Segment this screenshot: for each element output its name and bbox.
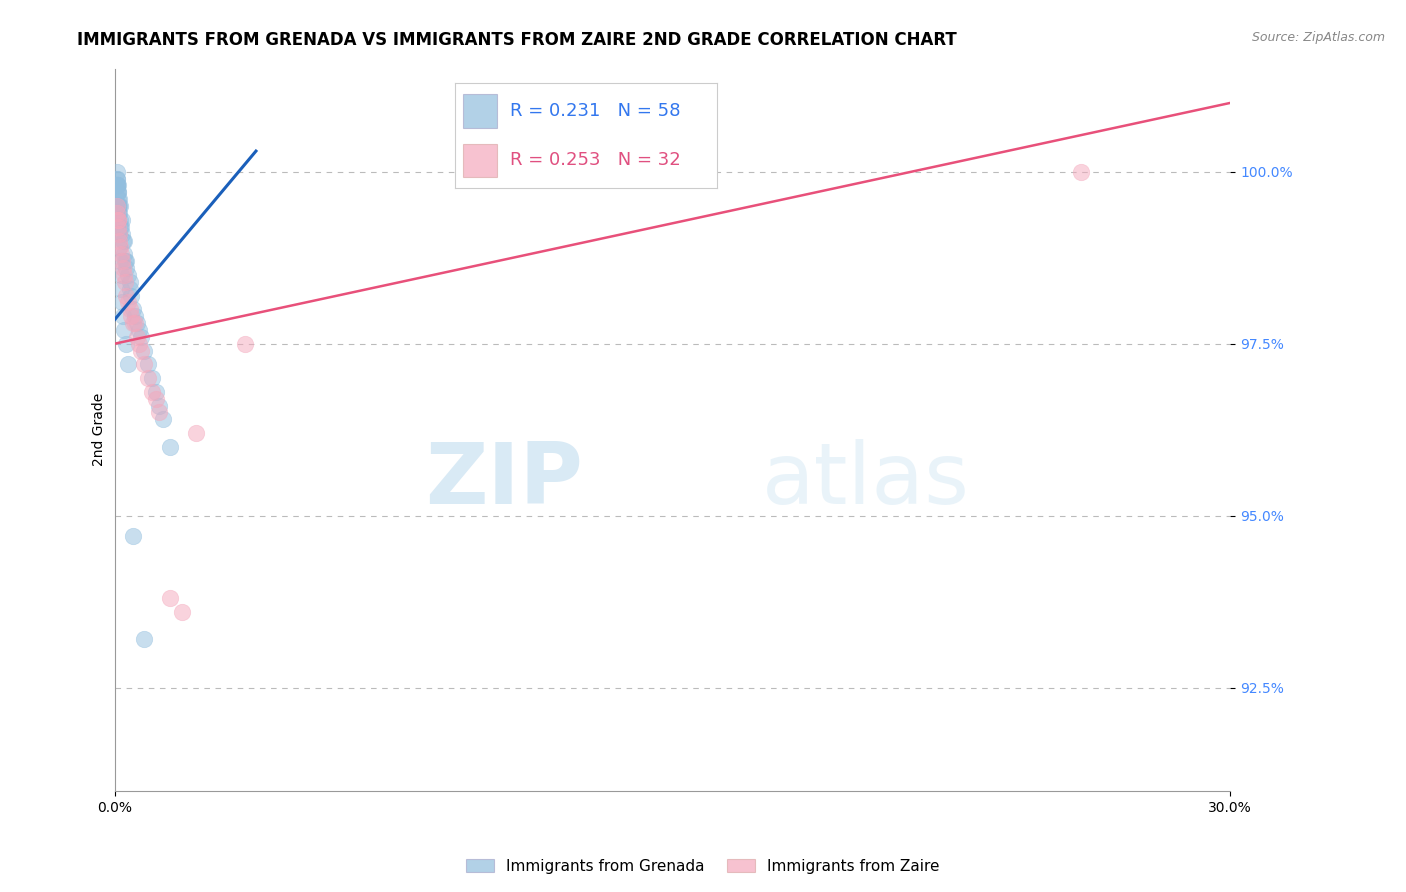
Point: [107, 212, 129, 227]
Point: [107, 199, 129, 213]
Point: [117, 357, 139, 371]
Point: [110, 212, 132, 227]
Point: [110, 219, 132, 234]
Point: [107, 186, 129, 200]
Point: [159, 440, 181, 454]
Point: [111, 234, 134, 248]
Text: IMMIGRANTS FROM GRENADA VS IMMIGRANTS FROM ZAIRE 2ND GRADE CORRELATION CHART: IMMIGRANTS FROM GRENADA VS IMMIGRANTS FR…: [77, 31, 957, 49]
Point: [129, 343, 152, 358]
Point: [112, 234, 135, 248]
Point: [107, 227, 129, 241]
Point: [107, 219, 129, 234]
Point: [118, 275, 141, 289]
Point: [170, 605, 193, 619]
Point: [152, 412, 174, 426]
Point: [105, 178, 128, 193]
Point: [118, 302, 141, 317]
Point: [110, 219, 132, 234]
Point: [186, 426, 208, 441]
Point: [105, 206, 128, 220]
Point: [117, 295, 139, 310]
Point: [122, 302, 145, 317]
Point: [108, 254, 131, 268]
Point: [107, 206, 129, 220]
Point: [159, 591, 181, 606]
Point: [141, 371, 163, 385]
Point: [114, 254, 136, 268]
Point: [112, 309, 135, 323]
Point: [134, 343, 156, 358]
Point: [105, 186, 128, 200]
Point: [111, 254, 134, 268]
Point: [114, 288, 136, 302]
Point: [128, 336, 150, 351]
Point: [128, 323, 150, 337]
Point: [111, 227, 134, 241]
Legend: Immigrants from Grenada, Immigrants from Zaire: Immigrants from Grenada, Immigrants from…: [460, 853, 946, 880]
Point: [122, 316, 145, 330]
Point: [108, 240, 131, 254]
Point: [108, 227, 131, 241]
Point: [105, 199, 128, 213]
Point: [134, 632, 156, 647]
Point: [105, 171, 128, 186]
Text: ZIP: ZIP: [426, 439, 583, 522]
Point: [107, 199, 129, 213]
Point: [108, 199, 131, 213]
Point: [107, 186, 129, 200]
Point: [1070, 164, 1092, 178]
Point: [122, 529, 145, 543]
Point: [111, 260, 134, 275]
Text: atlas: atlas: [762, 439, 970, 522]
Point: [110, 247, 132, 261]
Point: [124, 309, 146, 323]
Point: [105, 171, 128, 186]
Point: [107, 212, 129, 227]
Point: [148, 399, 170, 413]
Point: [111, 212, 134, 227]
Point: [110, 268, 132, 282]
Point: [141, 384, 163, 399]
Text: Source: ZipAtlas.com: Source: ZipAtlas.com: [1251, 31, 1385, 45]
Point: [107, 212, 129, 227]
Point: [105, 178, 128, 193]
Y-axis label: 2nd Grade: 2nd Grade: [93, 393, 107, 467]
Point: [125, 316, 148, 330]
Point: [114, 336, 136, 351]
Point: [114, 275, 136, 289]
Point: [110, 240, 132, 254]
Point: [108, 192, 131, 206]
Point: [112, 247, 135, 261]
Point: [112, 323, 135, 337]
Point: [118, 282, 141, 296]
Point: [145, 384, 167, 399]
Point: [117, 268, 139, 282]
Point: [114, 260, 136, 275]
Point: [233, 336, 256, 351]
Point: [105, 178, 128, 193]
Point: [120, 309, 142, 323]
Point: [145, 392, 167, 406]
Point: [114, 254, 136, 268]
Point: [129, 330, 152, 344]
Point: [148, 405, 170, 419]
Point: [124, 316, 146, 330]
Point: [136, 371, 159, 385]
Point: [136, 357, 159, 371]
Point: [108, 234, 131, 248]
Point: [125, 330, 148, 344]
Point: [134, 357, 156, 371]
Point: [107, 178, 129, 193]
Point: [111, 295, 134, 310]
Point: [107, 192, 129, 206]
Point: [105, 164, 128, 178]
Point: [120, 288, 142, 302]
Point: [112, 268, 135, 282]
Point: [110, 282, 132, 296]
Point: [108, 206, 131, 220]
Point: [110, 199, 132, 213]
